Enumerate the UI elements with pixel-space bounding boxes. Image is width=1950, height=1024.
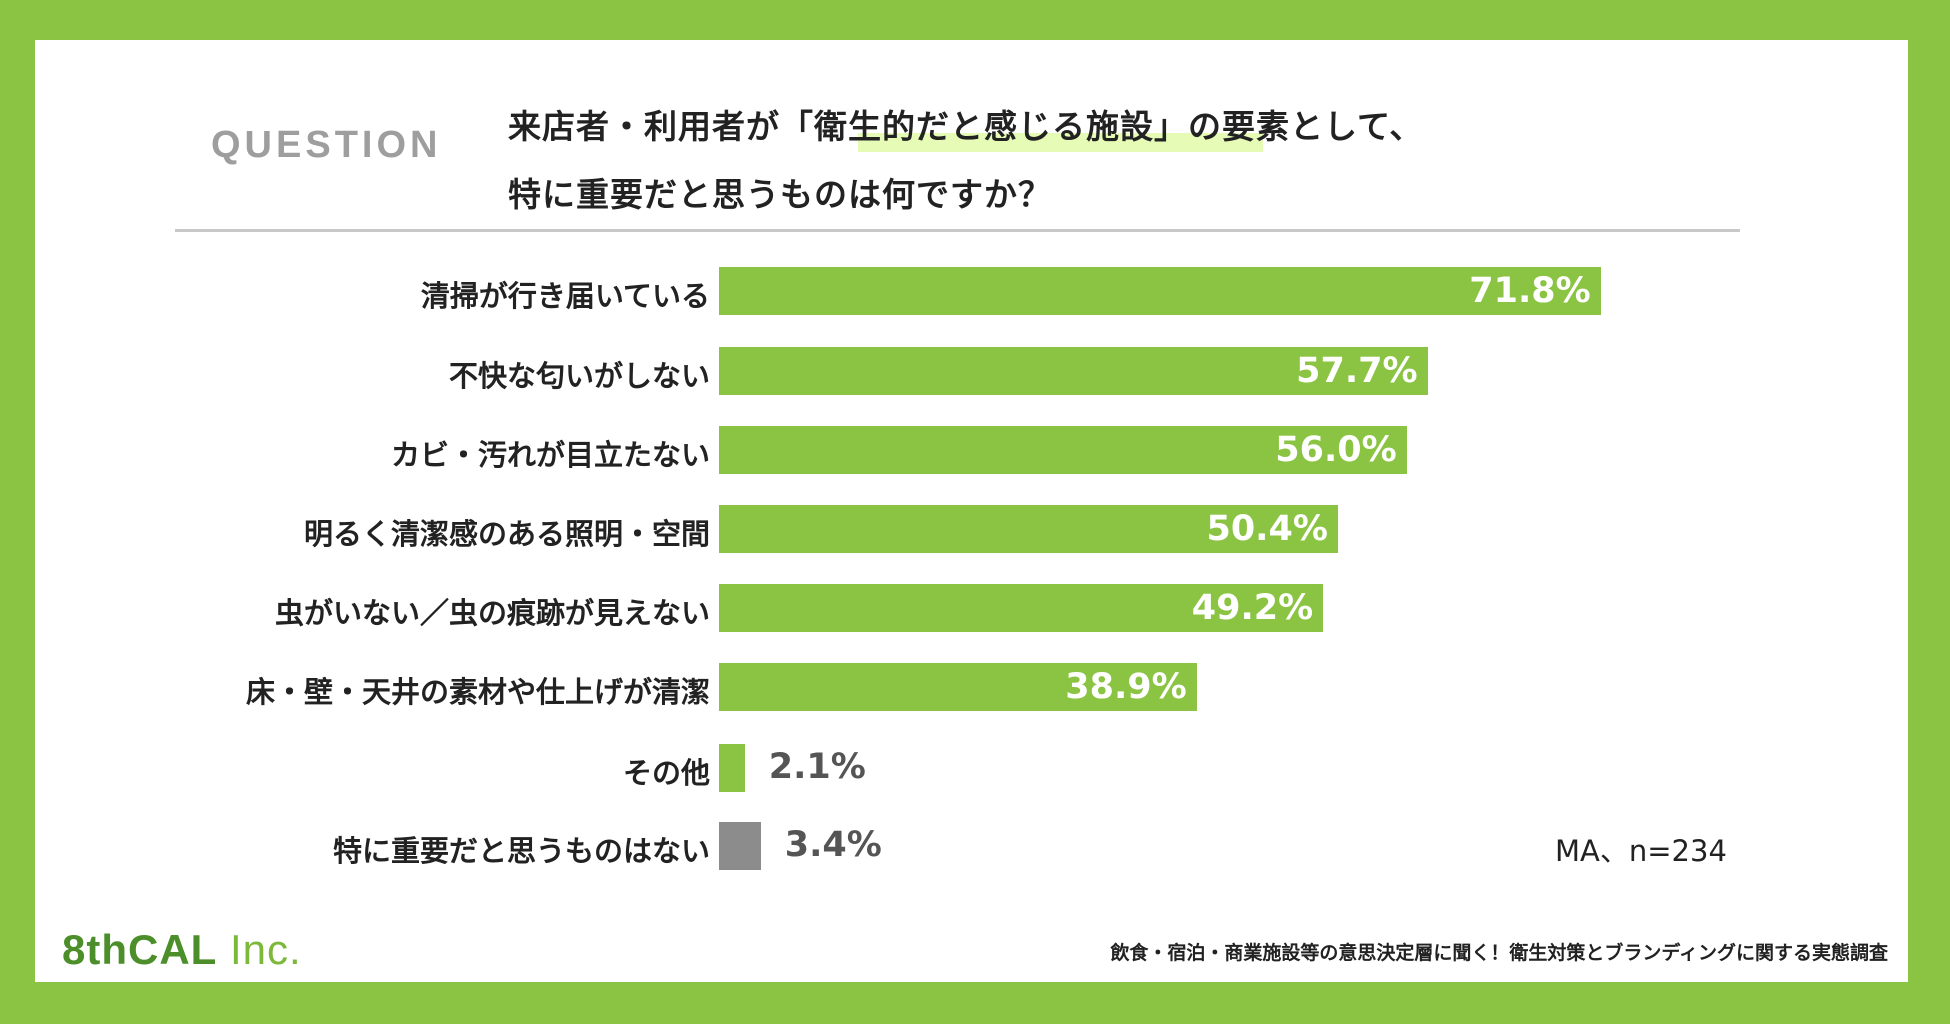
category-label: 虫がいない／虫の痕跡が見えない	[274, 596, 710, 630]
bar: 50.4%	[719, 505, 1338, 553]
company-logo: 8thCAL Inc.	[62, 926, 302, 973]
bar-row: カビ・汚れが目立たない 56.0%	[0, 426, 1950, 474]
question-post: 」の要素として、	[1154, 107, 1424, 146]
question-pre: 来店者・利用者が「	[508, 107, 814, 146]
bar-row: 特に重要だと思うものはない 3.4%	[0, 822, 1950, 870]
sample-note: MA、n=234	[1555, 834, 1727, 868]
bar-row: 不快な匂いがしない 57.7%	[0, 347, 1950, 395]
question-tag: QUESTION	[211, 124, 442, 166]
value-label: 3.4%	[784, 825, 882, 865]
bar-row: 明るく清潔感のある照明・空間 50.4%	[0, 505, 1950, 553]
question-highlight-text: 衛生的だと感じる施設	[814, 107, 1154, 146]
category-label: カビ・汚れが目立たない	[390, 438, 710, 472]
category-label: 明るく清潔感のある照明・空間	[303, 517, 710, 551]
bar	[719, 822, 761, 870]
value-label: 2.1%	[768, 747, 866, 787]
value-label: 57.7%	[1296, 351, 1418, 391]
bar: 38.9%	[719, 663, 1197, 711]
category-label: 清掃が行き届いている	[420, 279, 710, 313]
bar: 57.7%	[719, 347, 1428, 395]
value-label: 38.9%	[1065, 667, 1187, 707]
divider	[175, 229, 1740, 232]
bar-row: 床・壁・天井の素材や仕上げが清潔 38.9%	[0, 663, 1950, 711]
bar: 56.0%	[719, 426, 1407, 474]
bar-row: その他 2.1%	[0, 744, 1950, 792]
bar	[719, 744, 745, 792]
question-line-2: 特に重要だと思うものは何ですか？	[508, 175, 1052, 214]
value-label: 56.0%	[1275, 430, 1397, 470]
category-label: その他	[622, 756, 710, 790]
value-label: 50.4%	[1206, 509, 1328, 549]
value-label: 49.2%	[1191, 588, 1314, 628]
bar: 71.8%	[719, 267, 1601, 315]
bar-row: 清掃が行き届いている 71.8%	[0, 267, 1950, 315]
question-line-1: 来店者・利用者が「衛生的だと感じる施設」の要素として、	[508, 100, 1423, 148]
bar: 49.2%	[719, 584, 1324, 632]
survey-source: 飲食・宿泊・商業施設等の意思決定層に聞く！衛生対策とブランディングに関する実態調…	[1110, 942, 1888, 964]
category-label: 特に重要だと思うものはない	[332, 834, 710, 868]
category-label: 不快な匂いがしない	[448, 359, 710, 393]
bar-row: 虫がいない／虫の痕跡が見えない 49.2%	[0, 584, 1950, 632]
category-label: 床・壁・天井の素材や仕上げが清潔	[245, 675, 710, 709]
value-label: 71.8%	[1469, 271, 1591, 311]
question-highlight	[858, 133, 1263, 152]
